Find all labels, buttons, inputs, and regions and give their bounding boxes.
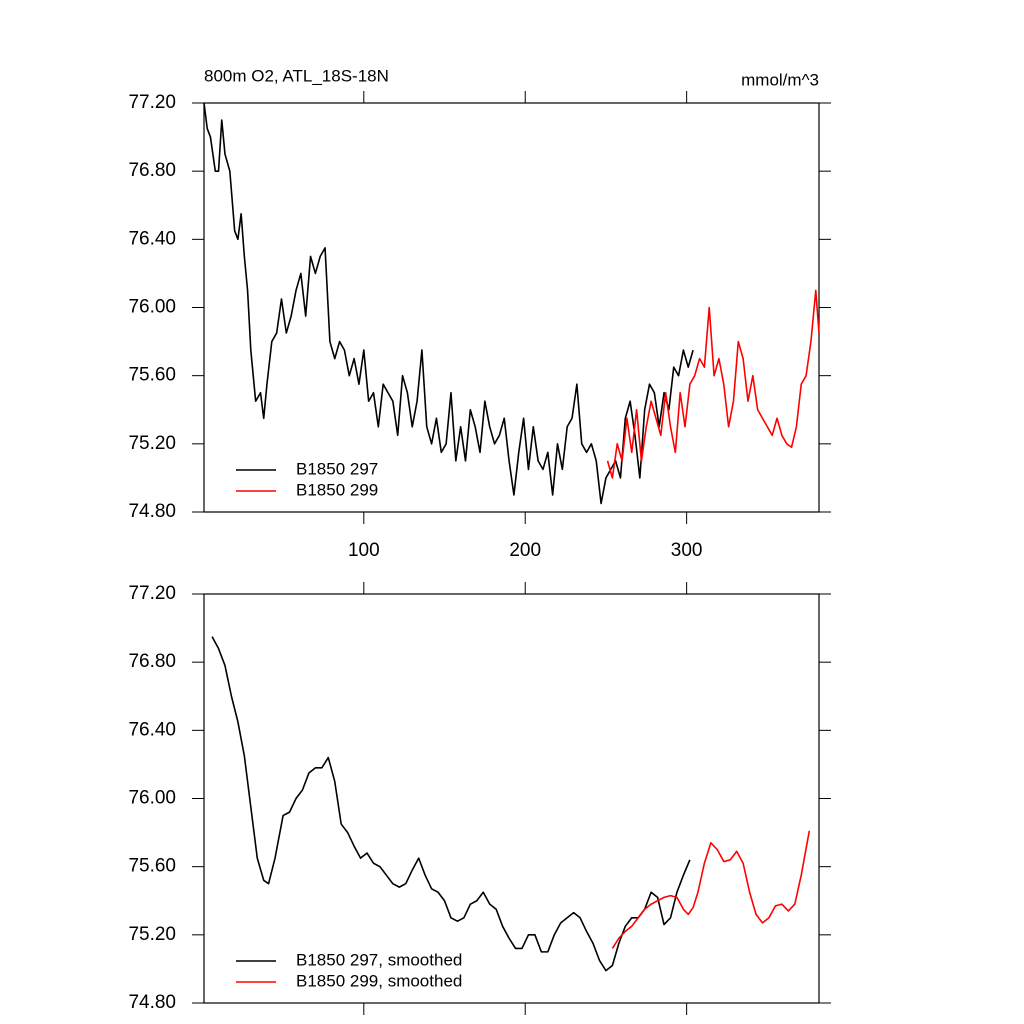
x-tick-label: 300 (671, 540, 703, 561)
y-tick-label: 76.80 (128, 160, 176, 181)
y-tick-label: 77.20 (128, 583, 176, 604)
legend-label: B1850 297 (296, 459, 378, 478)
legend-label: B1850 299 (296, 480, 378, 499)
x-tick-label: 100 (348, 540, 380, 561)
y-tick-label: 76.40 (128, 228, 176, 249)
y-tick-label: 76.00 (128, 297, 176, 318)
legend-label: B1850 299, smoothed (296, 971, 462, 990)
plot-frame (203, 102, 820, 513)
series-line (211, 636, 691, 972)
y-tick-label: 75.20 (128, 924, 176, 945)
y-tick-label: 75.20 (128, 433, 176, 454)
legend-label: B1850 297, smoothed (296, 950, 462, 969)
y-tick-label: 75.60 (128, 365, 176, 386)
series-line (606, 289, 820, 479)
y-tick-label: 75.60 (128, 856, 176, 877)
series-line (203, 102, 694, 505)
y-tick-label: 76.80 (128, 651, 176, 672)
series-line (611, 830, 811, 949)
y-tick-label: 76.40 (128, 719, 176, 740)
y-tick-label: 74.80 (128, 992, 176, 1013)
y-tick-label: 74.80 (128, 501, 176, 522)
y-tick-label: 77.20 (128, 92, 176, 113)
x-tick-label: 200 (509, 540, 541, 561)
units-label: mmol/m^3 (741, 70, 819, 89)
chart-title: 800m O2, ATL_18S-18N (204, 66, 389, 85)
y-tick-label: 76.00 (128, 788, 176, 809)
